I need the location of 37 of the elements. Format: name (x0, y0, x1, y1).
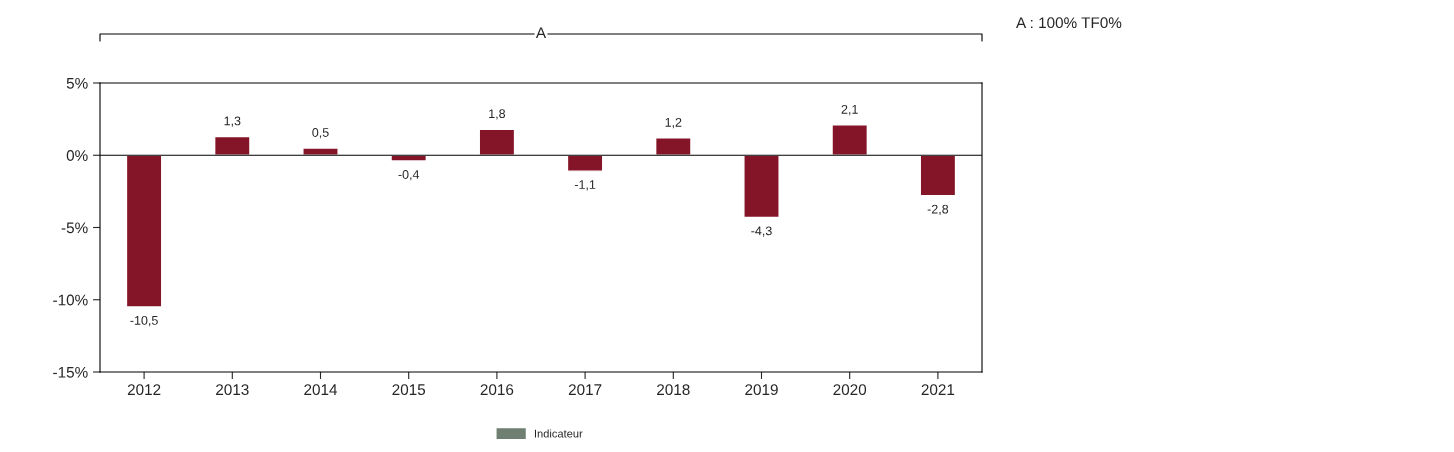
x-tick-label: 2016 (480, 384, 514, 396)
data-label: 2,1 (841, 104, 858, 116)
bar (654, 137, 692, 156)
text: A : 100% TF0% (1016, 17, 1122, 29)
legend-label: Indicateur (534, 429, 583, 438)
bar (919, 154, 957, 197)
y-tick-label: 0% (66, 150, 88, 161)
x-tick-label: 2015 (392, 384, 426, 396)
data-label: 1,3 (224, 116, 241, 127)
x-tick-label: 2019 (745, 384, 778, 396)
data-label: -1,1 (574, 180, 596, 191)
text: A (535, 27, 547, 38)
y-tick-label: -15% (53, 366, 88, 378)
data-label: 1,8 (489, 109, 506, 120)
bar (213, 135, 251, 156)
y-tick-label: -10% (53, 294, 88, 306)
x-tick-label: 2012 (127, 384, 161, 396)
bar (743, 154, 780, 219)
bar (566, 154, 604, 172)
bar (478, 128, 516, 156)
data-label: -4,3 (751, 226, 772, 237)
bar (125, 154, 163, 308)
x-tick-label: 2018 (657, 384, 690, 396)
y-tick-label: 5% (66, 77, 88, 89)
data-label: 0,5 (312, 128, 329, 139)
x-tick-label: 2013 (216, 384, 249, 396)
data-label: 1,2 (665, 117, 682, 129)
bar (831, 124, 869, 156)
x-tick-label: 2017 (568, 384, 602, 396)
x-tick-label: 2021 (921, 384, 955, 396)
x-tick-label: 2020 (833, 384, 867, 396)
bar (302, 147, 339, 156)
y-tick-label: -5% (61, 222, 88, 234)
x-tick-label: 2014 (304, 384, 338, 396)
data-label: -2,8 (927, 204, 949, 216)
data-label: -0,4 (398, 170, 420, 181)
data-label: -10,5 (130, 315, 158, 327)
